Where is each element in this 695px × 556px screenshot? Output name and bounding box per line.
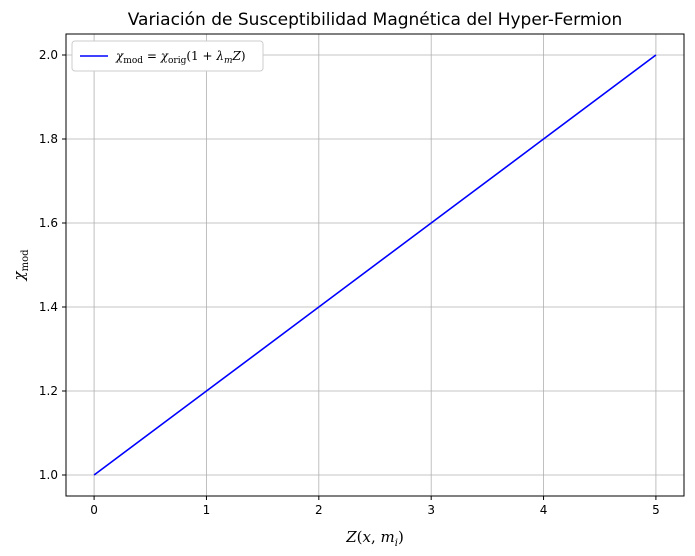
y-tick-label: 1.6: [39, 216, 58, 230]
x-tick-label: 3: [427, 503, 435, 517]
series-line: [93, 54, 657, 476]
legend: χmod = χorig(1 + λmZ): [71, 40, 264, 72]
y-tick-label: 1.4: [39, 300, 58, 314]
x-axis: 0 1 2 3 4 5: [90, 496, 660, 517]
y-axis: 1.0 1.2 1.4 1.6 1.8 2.0: [39, 48, 66, 482]
y-tick-label: 1.2: [39, 384, 58, 398]
legend-label: χmod = χorig(1 + λmZ): [115, 49, 246, 66]
y-tick-label: 1.8: [39, 132, 58, 146]
legend-box: [71, 40, 264, 72]
x-tick-label: 2: [315, 503, 323, 517]
x-tick-label: 0: [90, 503, 98, 517]
x-axis-label: Z(x, mi): [345, 528, 404, 549]
x-tick-label: 4: [540, 503, 548, 517]
chart-title: Variación de Susceptibilidad Magnética d…: [128, 10, 623, 30]
svg-text:χmod: χmod: [10, 249, 31, 282]
y-tick-label: 2.0: [39, 48, 58, 62]
x-tick-label: 5: [652, 503, 660, 517]
series-layer: [93, 54, 657, 476]
plot-area: [65, 33, 685, 497]
y-axis-label: χmod: [10, 249, 31, 282]
y-tick-label: 1.0: [39, 468, 58, 482]
x-tick-label: 1: [203, 503, 211, 517]
